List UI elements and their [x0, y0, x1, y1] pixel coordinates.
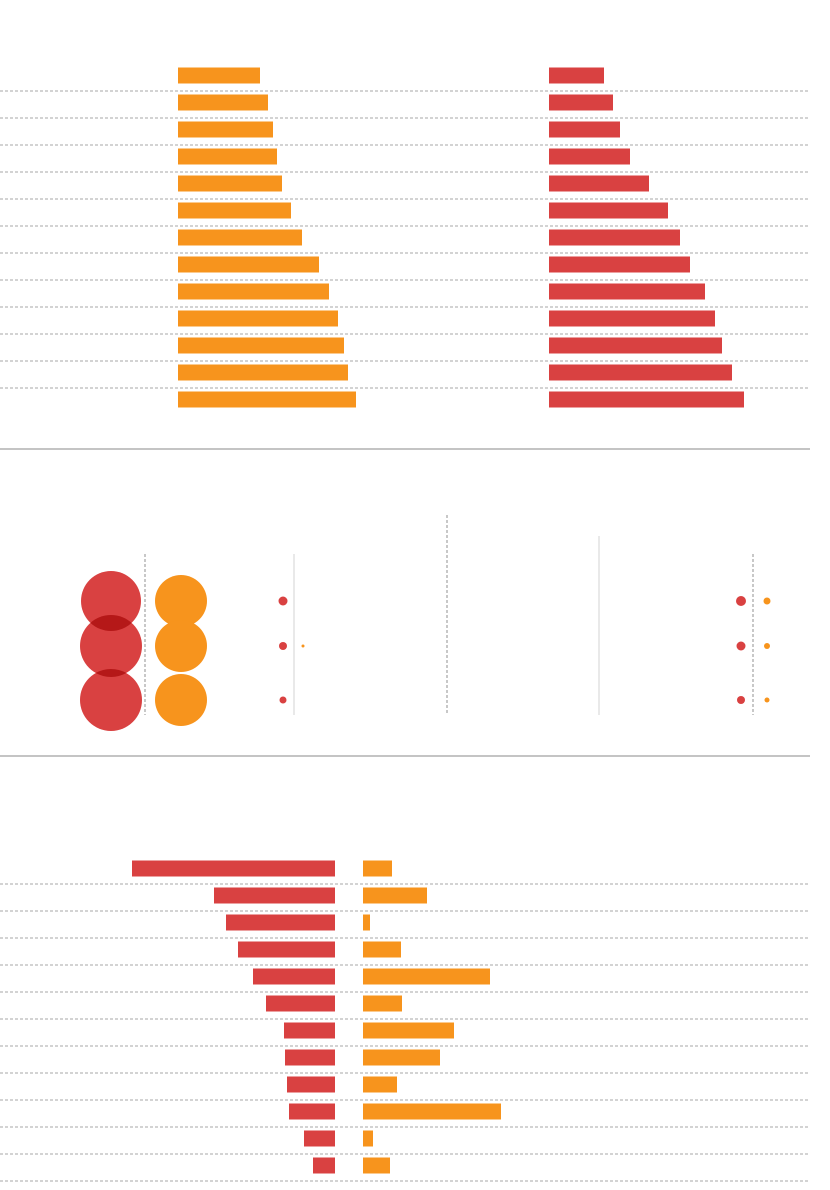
bar-s1-row-9	[549, 310, 715, 327]
bar-s1-row-5	[549, 202, 668, 219]
top-bar-chart	[0, 67, 810, 408]
right-red-dot-1	[736, 641, 746, 651]
right-orange-dot-0	[763, 597, 771, 605]
bar-s0-row-3	[178, 148, 277, 165]
bar-s1-row-6	[549, 229, 680, 246]
bar-s0-row-4	[178, 175, 282, 192]
bar-s0-row-8	[178, 283, 329, 300]
left-bar-row-8	[287, 1076, 335, 1093]
right-orange-dot-1	[764, 643, 770, 649]
red-bubble-0	[81, 571, 141, 631]
red-bubble-1	[80, 615, 142, 677]
bar-s0-row-9	[178, 310, 338, 327]
bar-s0-row-7	[178, 256, 319, 273]
left-bar-row-9	[289, 1103, 335, 1120]
red-dot-2	[279, 696, 287, 704]
right-orange-dot-2	[764, 697, 770, 703]
bar-s0-row-12	[178, 391, 356, 408]
diverging-bar-chart	[0, 860, 810, 1182]
bar-s1-row-2	[549, 121, 620, 138]
bar-s1-row-3	[549, 148, 630, 165]
right-bar-row-4	[363, 968, 490, 985]
bar-s0-row-1	[178, 94, 268, 111]
bar-s0-row-6	[178, 229, 302, 246]
left-bar-row-1	[214, 887, 335, 904]
right-red-dot-2	[737, 696, 745, 704]
orange-dot-1	[301, 644, 305, 648]
bar-s1-row-7	[549, 256, 690, 273]
bar-s0-row-10	[178, 337, 344, 354]
left-bar-row-6	[284, 1022, 335, 1039]
bar-s0-row-2	[178, 121, 273, 138]
right-bar-row-8	[363, 1076, 397, 1093]
bubble-overlap-0	[90, 614, 132, 631]
right-bar-row-9	[363, 1103, 501, 1120]
right-red-dot-0	[736, 596, 746, 606]
right-bar-row-11	[363, 1157, 390, 1174]
bar-s1-row-8	[549, 283, 705, 300]
left-bar-row-4	[253, 968, 335, 985]
bar-s1-row-0	[549, 67, 604, 84]
left-bar-row-0	[132, 860, 335, 877]
bubble-overlap-1	[95, 669, 127, 677]
left-bar-row-5	[266, 995, 335, 1012]
left-bar-row-2	[226, 914, 335, 931]
red-dot-1	[279, 642, 287, 650]
right-bar-row-2	[363, 914, 370, 931]
right-bar-row-5	[363, 995, 402, 1012]
right-bar-row-3	[363, 941, 401, 958]
orange-bubble-1	[155, 620, 207, 672]
left-bar-row-7	[285, 1049, 335, 1066]
right-bar-row-10	[363, 1130, 373, 1147]
bar-s0-row-11	[178, 364, 348, 381]
red-dot-0	[278, 596, 288, 606]
bar-s1-row-10	[549, 337, 722, 354]
right-bar-row-0	[363, 860, 392, 877]
left-bar-row-10	[304, 1130, 335, 1147]
orange-bubble-0	[155, 575, 207, 627]
right-bar-row-1	[363, 887, 427, 904]
right-bar-row-6	[363, 1022, 454, 1039]
orange-bubble-2	[155, 674, 207, 726]
bar-s1-row-1	[549, 94, 613, 111]
right-bar-row-7	[363, 1049, 440, 1066]
bar-s1-row-4	[549, 175, 649, 192]
left-bar-row-11	[313, 1157, 335, 1174]
bar-s1-row-12	[549, 391, 744, 408]
bar-s0-row-5	[178, 202, 291, 219]
bar-s0-row-0	[178, 67, 260, 84]
red-bubble-2	[80, 669, 142, 731]
bar-s1-row-11	[549, 364, 732, 381]
left-bar-row-3	[238, 941, 335, 958]
bubble-dot-chart	[80, 515, 771, 731]
